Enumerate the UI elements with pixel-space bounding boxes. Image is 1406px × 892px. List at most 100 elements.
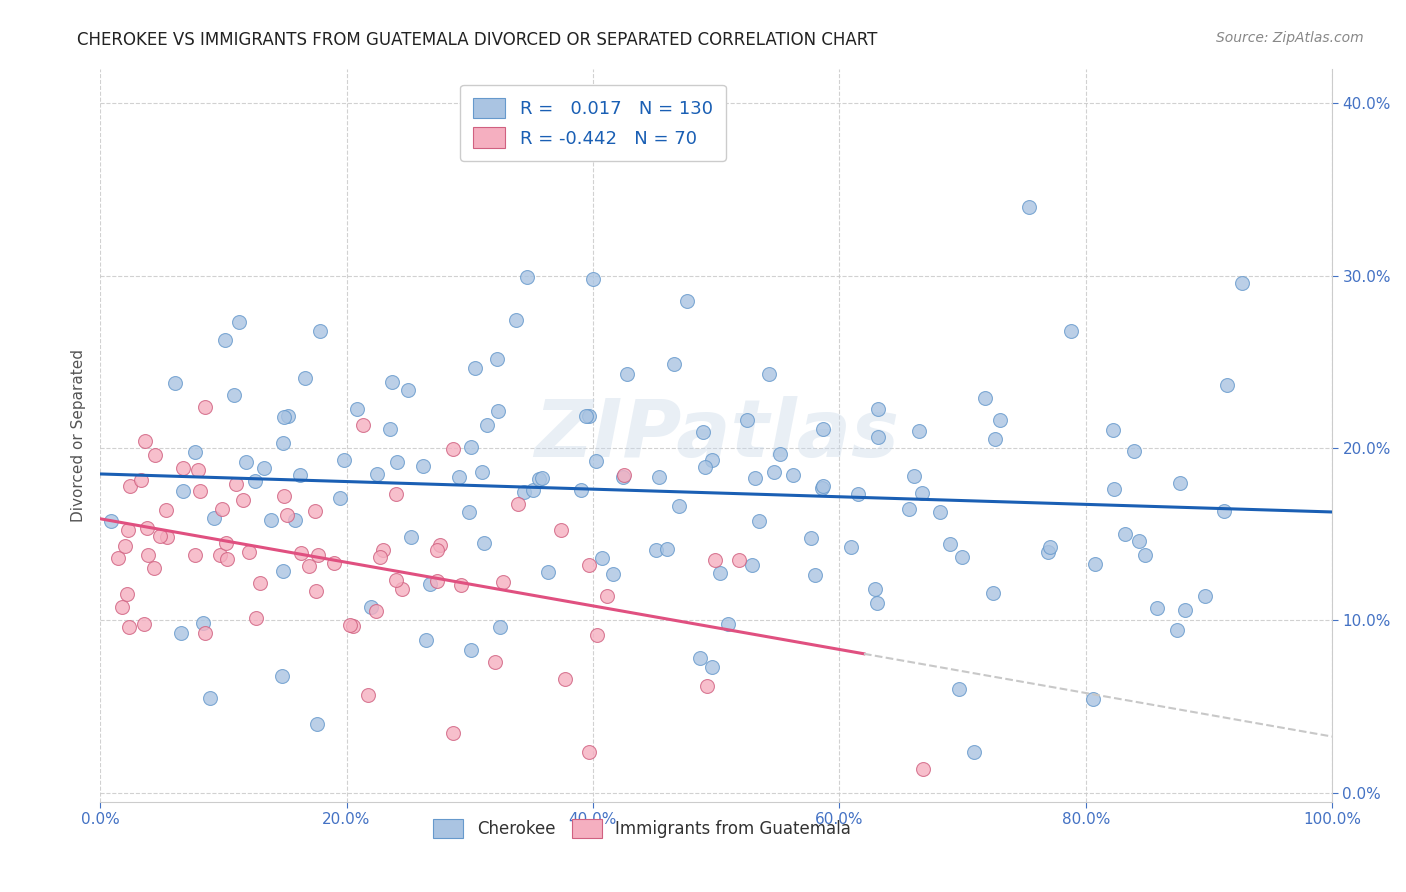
Point	[1194, 589, 1216, 603]
Point	[290, 546, 312, 560]
Point	[693, 460, 716, 475]
Point	[298, 559, 321, 574]
Point	[488, 620, 510, 634]
Point	[346, 402, 368, 417]
Point	[531, 471, 554, 485]
Point	[741, 558, 763, 572]
Point	[352, 417, 374, 432]
Point	[813, 422, 835, 436]
Point	[322, 556, 344, 570]
Point	[585, 454, 607, 468]
Point	[863, 582, 886, 596]
Point	[727, 552, 749, 566]
Point	[385, 573, 408, 587]
Point	[364, 604, 387, 618]
Point	[115, 586, 138, 600]
Point	[225, 476, 247, 491]
Point	[284, 513, 307, 527]
Point	[107, 551, 129, 566]
Point	[1114, 527, 1136, 541]
Point	[596, 589, 619, 603]
Point	[1216, 378, 1239, 392]
Point	[235, 455, 257, 469]
Point	[378, 422, 401, 436]
Point	[385, 487, 408, 501]
Point	[981, 586, 1004, 600]
Point	[208, 549, 231, 563]
Point	[184, 548, 207, 562]
Point	[460, 642, 482, 657]
Point	[1059, 324, 1081, 338]
Point	[412, 459, 434, 474]
Point	[868, 402, 890, 417]
Point	[484, 655, 506, 669]
Point	[522, 483, 544, 497]
Point	[238, 545, 260, 559]
Text: CHEROKEE VS IMMIGRANTS FROM GUATEMALA DIVORCED OR SEPARATED CORRELATION CHART: CHEROKEE VS IMMIGRANTS FROM GUATEMALA DI…	[77, 31, 877, 49]
Point	[1018, 200, 1040, 214]
Point	[692, 425, 714, 440]
Point	[990, 412, 1012, 426]
Point	[249, 575, 271, 590]
Point	[135, 521, 157, 535]
Point	[1102, 423, 1125, 437]
Point	[1146, 600, 1168, 615]
Point	[689, 651, 711, 665]
Point	[471, 465, 494, 479]
Point	[602, 567, 624, 582]
Point	[385, 455, 408, 469]
Point	[273, 489, 295, 503]
Point	[304, 504, 326, 518]
Point	[578, 409, 600, 424]
Point	[839, 540, 862, 554]
Text: Source: ZipAtlas.com: Source: ZipAtlas.com	[1216, 31, 1364, 45]
Point	[294, 371, 316, 385]
Point	[136, 548, 159, 562]
Point	[717, 617, 740, 632]
Point	[305, 584, 328, 599]
Point	[616, 368, 638, 382]
Point	[149, 529, 172, 543]
Point	[463, 361, 485, 376]
Point	[450, 578, 472, 592]
Point	[744, 471, 766, 485]
Point	[134, 617, 156, 632]
Point	[277, 409, 299, 424]
Point	[214, 333, 236, 347]
Point	[1128, 534, 1150, 549]
Point	[163, 376, 186, 390]
Point	[114, 539, 136, 553]
Point	[391, 582, 413, 596]
Point	[184, 445, 207, 459]
Point	[308, 324, 330, 338]
Point	[676, 294, 699, 309]
Point	[664, 357, 686, 371]
Point	[342, 619, 364, 633]
Point	[118, 620, 141, 634]
Point	[505, 313, 527, 327]
Point	[120, 478, 142, 492]
Point	[575, 409, 598, 423]
Point	[1081, 692, 1104, 706]
Point	[612, 470, 634, 484]
Point	[569, 483, 592, 497]
Point	[554, 672, 576, 686]
Point	[703, 553, 725, 567]
Point	[193, 615, 215, 630]
Point	[134, 434, 156, 448]
Point	[307, 716, 329, 731]
Point	[232, 492, 254, 507]
Point	[276, 508, 298, 522]
Point	[763, 466, 786, 480]
Point	[1133, 549, 1156, 563]
Point	[441, 442, 464, 456]
Point	[477, 417, 499, 432]
Point	[486, 404, 509, 418]
Point	[948, 682, 970, 697]
Point	[271, 668, 294, 682]
Point	[800, 531, 823, 545]
Point	[648, 469, 671, 483]
Point	[415, 632, 437, 647]
Point	[188, 484, 211, 499]
Point	[866, 596, 889, 610]
